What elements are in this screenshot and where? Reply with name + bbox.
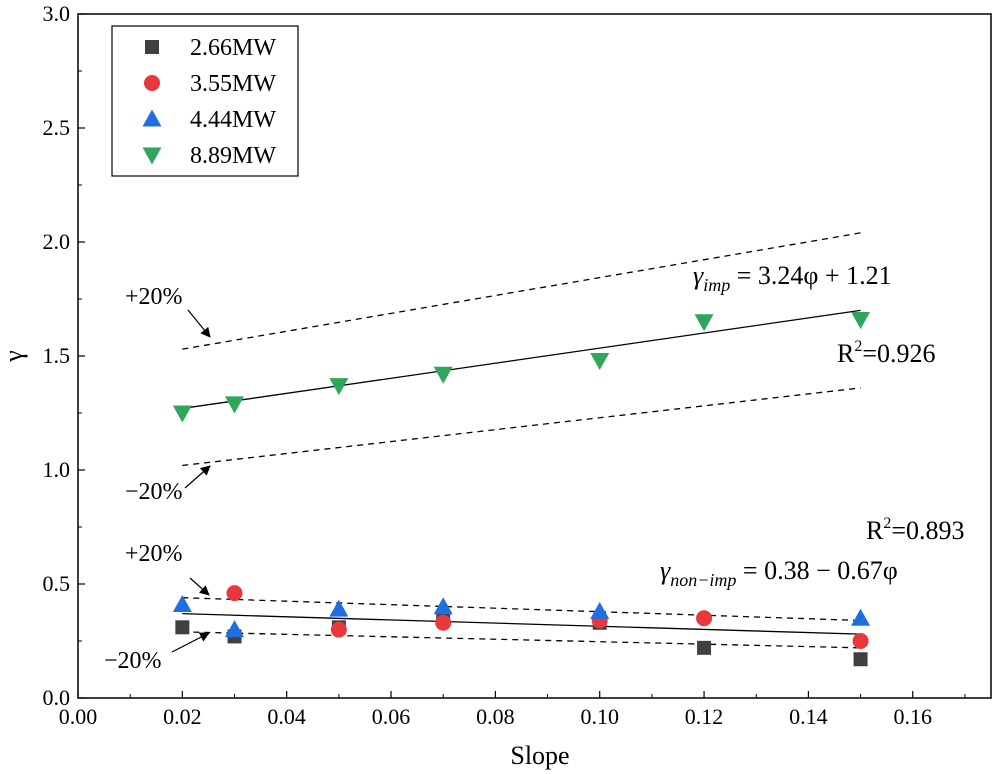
x-tick-label: 0.08 — [476, 704, 515, 729]
fit-line — [182, 612, 861, 635]
arrow-minus20-upper — [184, 465, 211, 489]
point-889mw — [433, 366, 453, 384]
point-355mw — [852, 633, 869, 649]
point-355mw — [435, 614, 452, 631]
y-tick-label: 3.0 — [43, 1, 71, 26]
point-444mw — [225, 620, 245, 638]
point-889mw — [694, 314, 714, 332]
point-444mw — [329, 599, 349, 617]
y-tick-label: 1.5 — [43, 343, 71, 368]
equation-imp: γimp = 3.24φ + 1.21 — [693, 261, 892, 295]
y-tick-label: 2.5 — [43, 115, 71, 140]
point-444mw — [590, 601, 610, 619]
point-355mw — [696, 610, 713, 627]
point-444mw — [172, 595, 192, 613]
legend-label-889mw: 8.89MW — [190, 143, 276, 169]
legend-marker-266mw — [145, 40, 159, 54]
bound-line — [182, 597, 861, 622]
r2-non-imp: R2=0.893 — [866, 515, 965, 545]
label-plus20-lower: +20% — [125, 541, 183, 567]
x-tick-label: 0.06 — [372, 704, 411, 729]
legend-marker-444mw — [142, 109, 162, 127]
x-tick-label: 0.14 — [789, 704, 828, 729]
x-axis-title: Slope — [510, 741, 569, 770]
point-889mw — [851, 312, 871, 330]
point-266mw — [697, 640, 712, 655]
y-tick-label: 1.0 — [43, 457, 71, 482]
x-tick-label: 0.10 — [580, 704, 619, 729]
point-266mw — [175, 620, 190, 635]
point-889mw — [172, 405, 192, 423]
legend-label-444mw: 4.44MW — [190, 107, 276, 133]
y-tick-label: 2.0 — [43, 229, 71, 254]
y-tick-label: 0.5 — [43, 571, 71, 596]
y-tick-label: 0.0 — [43, 685, 71, 710]
label-plus20-upper: +20% — [125, 284, 183, 310]
legend-label-266mw: 2.66MW — [190, 35, 276, 61]
x-tick-label: 0.12 — [685, 704, 724, 729]
point-444mw — [433, 597, 453, 615]
bound-line — [182, 232, 861, 350]
point-266mw — [853, 652, 868, 667]
x-tick-label: 0.02 — [163, 704, 202, 729]
fit-line — [182, 309, 861, 410]
arrow-plus20-lower — [189, 577, 210, 596]
x-tick-label: 0.00 — [59, 704, 98, 729]
bound-line — [182, 631, 861, 649]
arrow-plus20-upper — [187, 309, 211, 338]
legend-label-355mw: 3.55MW — [190, 71, 276, 97]
arrow-minus20-lower — [171, 632, 210, 653]
point-355mw — [226, 585, 243, 602]
point-889mw — [329, 378, 349, 396]
y-axis-title: γ — [0, 350, 28, 363]
r2-imp: R2=0.926 — [837, 338, 936, 368]
label-minus20-upper: −20% — [125, 479, 183, 505]
x-tick-label: 0.16 — [893, 704, 932, 729]
x-tick-label: 0.04 — [267, 704, 306, 729]
equation-non-imp: γnon−imp = 0.38 − 0.67φ — [660, 556, 898, 590]
bound-line — [182, 387, 861, 467]
legend-box — [111, 25, 299, 177]
point-889mw — [225, 396, 245, 414]
label-minus20-lower: −20% — [104, 648, 162, 674]
legend: 2.66MW 3.55MW 4.44MW 8.89MW — [111, 25, 299, 177]
point-355mw — [330, 621, 347, 638]
legend-marker-889mw — [142, 147, 162, 165]
plot-frame — [77, 13, 992, 699]
point-444mw — [851, 608, 871, 626]
legend-marker-355mw — [144, 75, 160, 91]
point-889mw — [590, 353, 610, 371]
